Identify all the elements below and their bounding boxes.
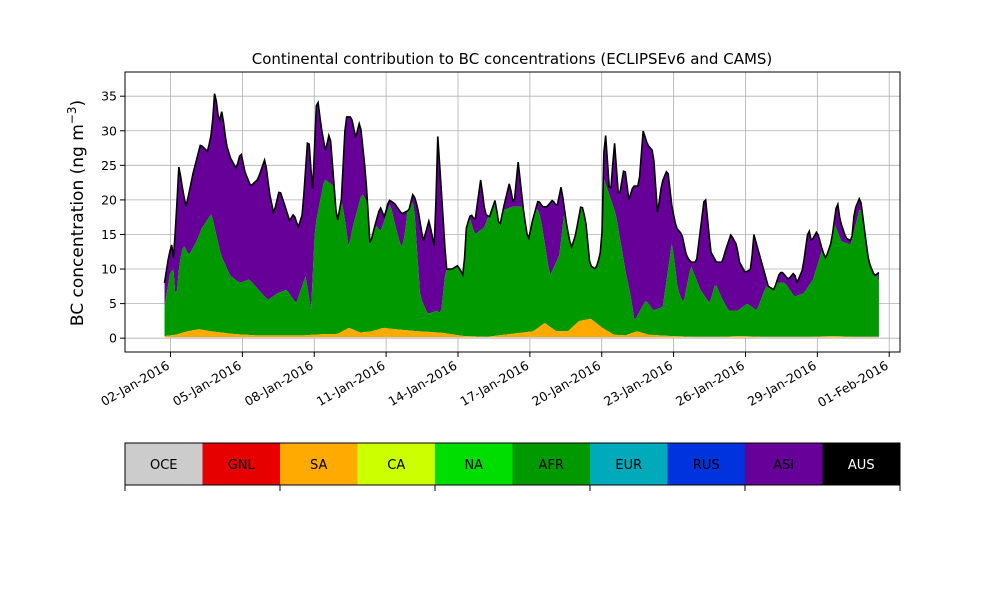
y-tick-label: 15 [101,227,117,242]
x-tick-label: 20-Jan-2016 [529,358,603,409]
y-tick-label: 25 [101,158,117,173]
y-tick-label: 0 [109,331,117,346]
x-tick-label: 08-Jan-2016 [242,358,316,409]
legend-label-sa: SA [310,458,327,473]
area-asi [164,93,879,320]
legend-label-asi: ASI [773,458,794,473]
legend-label-na: NA [464,458,483,473]
legend-swatch-aus [822,443,901,485]
x-tick-label: 26-Jan-2016 [673,358,747,409]
legend-label-gnl: GNL [228,458,256,473]
x-tick-label: 02-Jan-2016 [98,358,172,409]
legend-label-aus: AUS [848,458,875,473]
y-axis-label-unit-exponent: −3 [65,106,79,124]
y-axis-label: BC concentration (ng m−3) [65,100,88,326]
legend-label-oce: OCE [150,458,178,473]
legend-swatch-afr [512,443,591,485]
x-axis: 02-Jan-201605-Jan-201608-Jan-201611-Jan-… [98,352,891,410]
legend-swatch-oce [125,443,203,485]
legend-swatch-asi [745,443,823,485]
area-oce [164,337,879,339]
area-sa [164,319,879,338]
plot-frame [124,71,901,353]
x-tick-label: 05-Jan-2016 [170,358,244,409]
total-outline [163,93,880,291]
legend-label-eur: EUR [615,458,642,473]
y-axis-label-close: ) [68,100,88,107]
legend-swatch-sa [280,443,358,485]
legend-swatch-gnl [202,443,281,485]
area-series-group [164,93,879,339]
colorbar-frame [124,442,901,486]
y-tick-label: 30 [101,123,117,138]
y-tick-label: 10 [101,262,117,277]
legend-label-rus: RUS [693,458,720,473]
x-tick-label: 23-Jan-2016 [601,358,675,409]
y-tick-label: 5 [109,296,117,311]
y-tick-label: 20 [101,192,117,207]
x-tick-label: 17-Jan-2016 [457,358,531,409]
legend-label-afr: AFR [539,458,564,473]
legend-swatch-eur [590,443,668,485]
x-tick-label: 01-Feb-2016 [815,358,891,410]
x-tick-label: 11-Jan-2016 [314,358,388,409]
legend-label-ca: CA [387,458,405,473]
legend-swatch-ca [357,443,436,485]
legend-swatch-rus [667,443,746,485]
y-axis: 0 5 10 15 20 25 30 35 [101,89,125,346]
legend-swatch-na [435,443,513,485]
y-tick-label: 35 [101,89,117,104]
x-tick-label: 29-Jan-2016 [745,358,819,409]
x-tick-label: 14-Jan-2016 [386,358,460,409]
total-outline-group [163,93,880,291]
area-afr [164,178,879,337]
y-axis-label-main: BC concentration (ng m [68,124,88,326]
chart-title: Continental contribution to BC concentra… [252,50,773,68]
colorbar-legend: OCE GNL SA CA NA AFR EUR RUS ASI AUS [124,442,901,491]
